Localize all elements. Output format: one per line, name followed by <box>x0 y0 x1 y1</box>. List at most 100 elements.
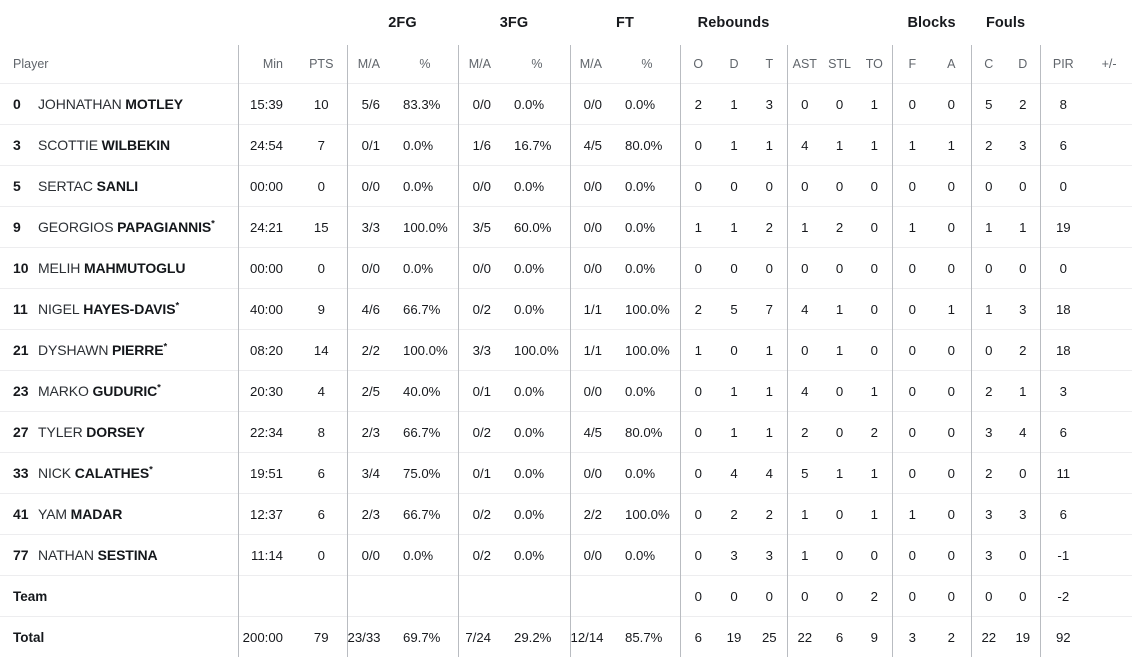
stat-cell-3fg-ma: 3/3 <box>458 330 514 371</box>
player-last-name: CALATHES <box>75 465 149 481</box>
stat-cell-2fg-pct: 0.0% <box>403 535 458 576</box>
stat-cell-blk-a: 0 <box>932 248 971 289</box>
stat-cell-pts: 7 <box>300 125 347 166</box>
stat-cell-min: 08:20 <box>238 330 300 371</box>
col-header-reb-o: O <box>680 45 716 84</box>
stat-cell-pir: 6 <box>1040 412 1086 453</box>
stat-cell-blk-f: 0 <box>892 535 932 576</box>
stat-cell-ast: 0 <box>787 84 822 125</box>
group-header-2fg: 2FG <box>347 0 458 45</box>
player-last-name: DORSEY <box>86 424 145 440</box>
group-spacer <box>0 0 347 45</box>
stat-cell-reb-t: 2 <box>752 494 787 535</box>
stat-cell-blk-a: 0 <box>932 453 971 494</box>
stat-cell-pts: 79 <box>300 617 347 657</box>
starter-asterisk: * <box>157 383 161 394</box>
col-header-3fg-pct: % <box>514 45 570 84</box>
stat-cell-pir: -1 <box>1040 535 1086 576</box>
stat-cell-2fg-ma: 3/3 <box>347 207 403 248</box>
jersey-number: 77 <box>13 547 38 563</box>
stat-cell-3fg-pct: 0.0% <box>514 289 570 330</box>
stat-cell-reb-o: 0 <box>680 576 716 617</box>
stat-cell-pts <box>300 576 347 617</box>
stat-cell-reb-d: 0 <box>716 330 752 371</box>
stat-cell-min: 12:37 <box>238 494 300 535</box>
stat-cell-reb-o: 0 <box>680 166 716 207</box>
stat-cell-to: 0 <box>857 207 892 248</box>
stat-cell-ft-ma: 1/1 <box>570 289 625 330</box>
col-header-ft-ma: M/A <box>570 45 625 84</box>
stat-cell-ft-pct: 0.0% <box>625 248 680 289</box>
group-header-blocks: Blocks <box>892 0 971 45</box>
stat-cell-blk-f: 1 <box>892 494 932 535</box>
stat-cell-blk-f: 1 <box>892 125 932 166</box>
stat-cell-reb-o: 1 <box>680 330 716 371</box>
stat-cell-3fg-pct: 0.0% <box>514 371 570 412</box>
stat-cell-3fg-pct: 60.0% <box>514 207 570 248</box>
stat-cell-reb-d: 19 <box>716 617 752 657</box>
stat-cell-plus-minus <box>1086 535 1132 576</box>
stat-cell-ft-ma: 12/14 <box>570 617 625 657</box>
stat-cell-3fg-ma <box>458 576 514 617</box>
stat-cell-blk-f: 0 <box>892 166 932 207</box>
stat-cell-reb-d: 4 <box>716 453 752 494</box>
stat-cell-2fg-pct: 40.0% <box>403 371 458 412</box>
stat-cell-foul-c: 3 <box>971 535 1006 576</box>
stat-cell-pts: 0 <box>300 166 347 207</box>
stat-cell-ft-pct: 0.0% <box>625 535 680 576</box>
stat-cell-reb-o: 0 <box>680 535 716 576</box>
stat-cell-blk-a: 0 <box>932 371 971 412</box>
stat-cell-ast: 1 <box>787 535 822 576</box>
stat-cell-foul-c: 2 <box>971 453 1006 494</box>
stat-cell-2fg-pct <box>403 576 458 617</box>
stat-cell-to: 1 <box>857 371 892 412</box>
stat-cell-2fg-pct: 100.0% <box>403 330 458 371</box>
stat-cell-2fg-pct: 69.7% <box>403 617 458 657</box>
starter-asterisk: * <box>175 301 179 312</box>
stat-cell-2fg-pct: 100.0% <box>403 207 458 248</box>
stat-cell-pir: 0 <box>1040 248 1086 289</box>
stat-cell-plus-minus <box>1086 576 1132 617</box>
stat-cell-reb-o: 0 <box>680 453 716 494</box>
stat-cell-ast: 0 <box>787 248 822 289</box>
stat-cell-to: 0 <box>857 330 892 371</box>
stat-cell-ft-ma: 0/0 <box>570 453 625 494</box>
col-header-ft-pct: % <box>625 45 680 84</box>
stat-cell-2fg-ma: 4/6 <box>347 289 403 330</box>
stat-cell-2fg-ma: 2/3 <box>347 494 403 535</box>
stat-cell-3fg-pct: 0.0% <box>514 248 570 289</box>
stat-cell-2fg-pct: 83.3% <box>403 84 458 125</box>
stat-cell-reb-t: 2 <box>752 207 787 248</box>
stat-cell-pts: 14 <box>300 330 347 371</box>
stat-cell-min: 40:00 <box>238 289 300 330</box>
stat-cell-blk-f: 0 <box>892 84 932 125</box>
stat-cell-foul-d: 2 <box>1006 84 1040 125</box>
stat-cell-pir: 92 <box>1040 617 1086 657</box>
stat-cell-ft-pct: 0.0% <box>625 84 680 125</box>
stat-cell-reb-d: 2 <box>716 494 752 535</box>
stat-cell-blk-a: 0 <box>932 84 971 125</box>
stat-cell-reb-t: 7 <box>752 289 787 330</box>
jersey-number: 5 <box>13 178 38 194</box>
stat-cell-ast: 2 <box>787 412 822 453</box>
stat-cell-reb-t: 4 <box>752 453 787 494</box>
stat-cell-pts: 6 <box>300 453 347 494</box>
stat-cell-reb-t: 1 <box>752 412 787 453</box>
col-header-foul-d: D <box>1006 45 1040 84</box>
stat-cell-ft-pct: 80.0% <box>625 412 680 453</box>
jersey-number: 3 <box>13 137 38 153</box>
stat-cell-3fg-pct: 0.0% <box>514 535 570 576</box>
stat-cell-plus-minus <box>1086 412 1132 453</box>
